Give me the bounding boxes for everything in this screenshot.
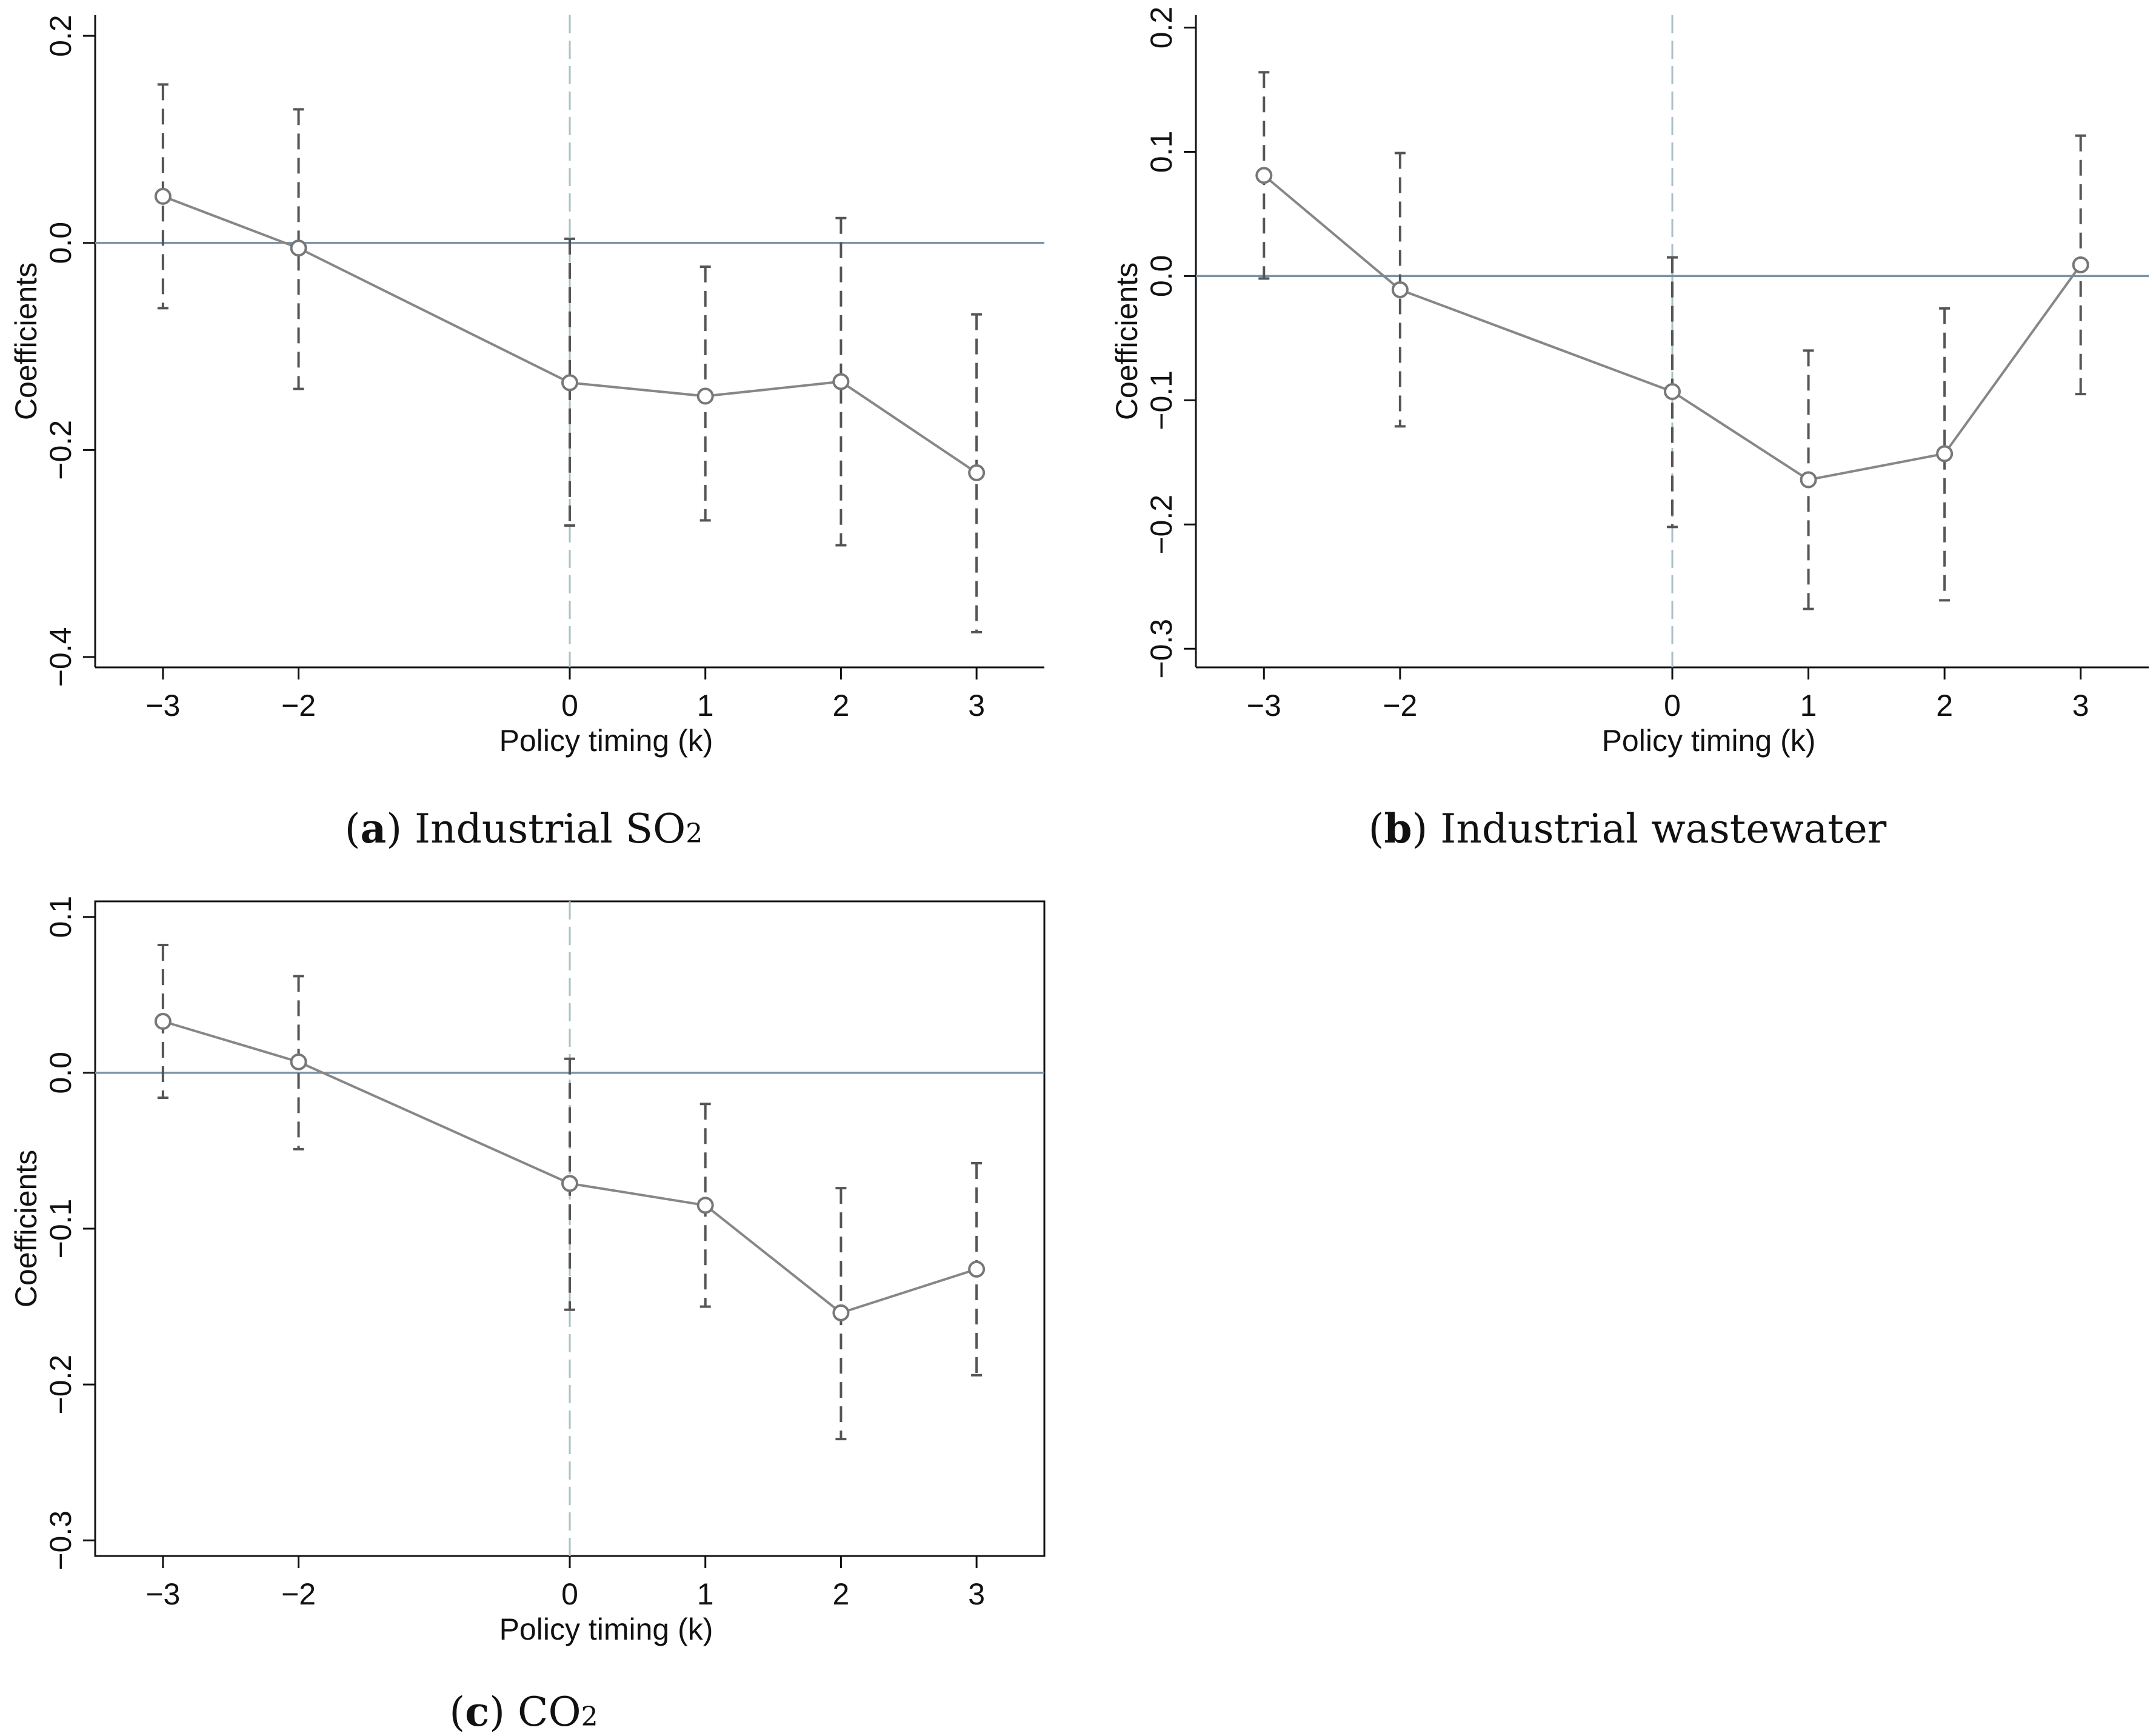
caption-letter: c — [465, 1688, 489, 1735]
caption-subscript: 2 — [581, 1701, 598, 1732]
y-tick-label: −0.2 — [44, 1355, 78, 1415]
y-tick-label: 0.0 — [44, 1052, 78, 1094]
y-tick-label: −0.1 — [1144, 370, 1178, 430]
y-tick-label: 0.1 — [44, 896, 78, 938]
y-tick-label: −0.3 — [44, 1511, 78, 1571]
x-tick-label: 3 — [968, 1577, 985, 1611]
coefficient-line — [162, 195, 978, 474]
data-point — [832, 373, 850, 390]
chart-panel-a: 0.2 0.0 −0.2 −0.4 −3 −2 0 1 2 3 Policy timing (k) C… — [9, 15, 1044, 852]
x-tick-label: 0 — [561, 689, 578, 723]
data-point — [1936, 445, 1954, 462]
x-tick-label: 3 — [2072, 689, 2089, 723]
y-axis-title: Coefficients — [9, 1150, 43, 1307]
data-point — [2072, 256, 2089, 273]
x-tick-label: −2 — [281, 689, 316, 723]
x-tick-label: 2 — [833, 689, 850, 723]
y-axis-title: Coefficients — [1110, 262, 1144, 420]
x-tick-label: −2 — [281, 1577, 316, 1611]
x-tick-label: 1 — [1800, 689, 1817, 723]
chart-panel-c: 0.1 0.0 −0.1 −0.2 −0.3 −3 −2 0 1 2 3 Policy timing … — [9, 896, 1046, 1735]
y-axis-title: Coefficients — [9, 262, 43, 420]
y-tick-label: −0.4 — [44, 627, 78, 687]
x-tick-label: 2 — [833, 1577, 850, 1611]
data-point — [290, 1053, 307, 1070]
x-tick-label: 1 — [697, 1577, 714, 1611]
data-point — [290, 239, 307, 257]
data-point — [154, 187, 172, 205]
x-tick-label: 0 — [1664, 689, 1681, 723]
y-tick-label: 0.0 — [1144, 255, 1178, 298]
x-tick-label: −3 — [1247, 689, 1281, 723]
y-tick-label: 0.0 — [44, 222, 78, 264]
x-axis-title: Policy timing (k) — [1602, 724, 1816, 758]
y-tick-label: −0.2 — [44, 420, 78, 480]
data-point — [968, 1260, 986, 1278]
y-tick-label: 0.1 — [1144, 131, 1178, 173]
y-tick-label: −0.2 — [1144, 495, 1178, 555]
coefficient-line — [162, 1020, 977, 1315]
x-tick-label: −2 — [1383, 689, 1417, 723]
y-tick-label: 0.2 — [44, 15, 78, 57]
caption-subscript: 2 — [686, 818, 703, 849]
y-tick-label: −0.1 — [44, 1199, 78, 1259]
x-tick-label: −3 — [145, 689, 180, 723]
chart-panel-b: 0.2 0.1 0.0 −0.1 −0.2 −0.3 −3 −2 0 1 2 3 Policy timi… — [1110, 7, 2149, 852]
caption-letter: b — [1384, 805, 1412, 852]
x-tick-label: 2 — [1936, 689, 1953, 723]
panel-caption: (c) CO2 — [449, 1688, 598, 1735]
caption-letter: a — [361, 805, 387, 852]
data-point — [154, 1013, 172, 1030]
coefficient-line — [1263, 174, 2082, 481]
x-tick-label: 0 — [561, 1577, 578, 1611]
data-point — [1255, 167, 1273, 184]
data-point — [561, 374, 578, 392]
panel-caption: (b) Industrial wastewater — [1369, 805, 1887, 852]
data-point — [832, 1304, 850, 1321]
x-tick-label: 3 — [968, 689, 985, 723]
data-point — [1800, 471, 1817, 489]
data-point — [1664, 383, 1681, 401]
data-point — [696, 387, 714, 405]
x-tick-label: 1 — [697, 689, 714, 723]
x-axis-title: Policy timing (k) — [499, 724, 713, 758]
data-point — [1391, 281, 1409, 298]
x-tick-label: −3 — [145, 1577, 180, 1611]
panel-caption: (a) Industrial SO2 — [345, 805, 703, 852]
data-point — [968, 464, 986, 481]
data-point — [561, 1175, 578, 1192]
data-point — [696, 1197, 714, 1214]
y-tick-label: −0.3 — [1144, 619, 1178, 679]
y-tick-label: 0.2 — [1144, 7, 1178, 49]
x-axis-title: Policy timing (k) — [499, 1612, 713, 1646]
